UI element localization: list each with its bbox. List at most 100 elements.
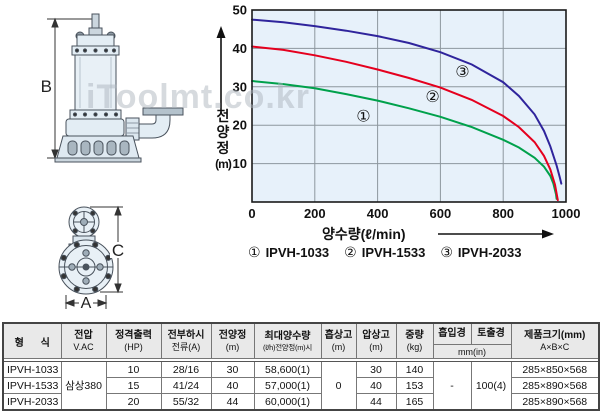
motor-housing <box>74 54 117 111</box>
legend-item: ② IPVH-1533 <box>344 244 425 261</box>
cell-hp: 10 <box>105 361 162 378</box>
chart-legend: ① IPVH-1033 ② IPVH-1533 ③ IPVH-2033 <box>248 244 521 261</box>
legend-label: IPVH-2033 <box>457 245 522 260</box>
pump-curve-chart: 0 200 400 600 800 1000 10 20 30 40 50 ① ②③ <box>216 3 581 239</box>
cell-current: 28/16 <box>160 361 212 378</box>
arrowhead-up-icon <box>114 205 122 216</box>
x-tick-label: 200 <box>304 206 326 221</box>
y-axis-label-char: 전 <box>216 108 230 124</box>
cell-max-flow: 57,000(1) <box>253 377 322 394</box>
legend-marker: ① <box>248 244 261 260</box>
dim-label-b: B <box>41 77 52 96</box>
curve-marker-2: ② <box>425 89 439 106</box>
y-tick-label: 20 <box>233 118 247 133</box>
header-model: 형 식 <box>2 322 62 359</box>
cell-discharge-dia: 100(4) <box>470 361 512 411</box>
legend-marker: ② <box>344 244 357 260</box>
cell-discharge-lift: 30 <box>355 361 397 378</box>
header-voltage: 전압 V.AC <box>60 322 107 359</box>
cell-max-flow: 58,600(1) <box>253 361 322 378</box>
cell-size: 285×890×568 <box>510 377 600 394</box>
header-suction-lift: 흡상고 (m) <box>320 322 357 359</box>
table-row: IPVH-2033 20 55/32 44 60,000(1) 44 165 2… <box>2 393 600 411</box>
legend-label: IPVH-1033 <box>265 245 330 260</box>
table-row: IPVH-1033 삼상380 10 28/16 30 58,600(1) 0 … <box>2 361 600 411</box>
x-tick-label: 600 <box>430 206 452 221</box>
y-axis-label: 전 양 정 (m) <box>211 108 235 172</box>
cell-model: IPVH-1033 <box>2 361 62 378</box>
header-product-size: 제품크기(mm) A×B×C <box>510 322 600 359</box>
cell-weight: 140 <box>395 361 434 378</box>
cell-head: 30 <box>210 361 255 378</box>
arrowhead-up-icon <box>51 17 59 28</box>
table-header-row: 형 식 전압 V.AC 정격출력 (HP) 전부하시 전류(A) 전양정 (m) 최대양… <box>2 322 600 359</box>
cell-size: 285×890×568 <box>510 393 600 411</box>
header-full-load-current: 전부하시 전류(A) <box>160 322 212 359</box>
x-tick-label: 800 <box>492 206 514 221</box>
cell-hp: 20 <box>105 393 162 411</box>
header-max-flow: 최대양수량 (ℓ/h)전양정(m)시 <box>253 322 322 359</box>
y-tick-label: 30 <box>233 79 247 94</box>
cell-weight: 165 <box>395 393 434 411</box>
header-weight: 중량 (kg) <box>395 322 434 359</box>
curve-marker-3: ③ <box>455 64 469 81</box>
x-tick-label: 1000 <box>552 206 581 221</box>
cell-max-flow: 60,000(1) <box>253 393 322 411</box>
pump-curve-1 <box>251 80 558 200</box>
pump-curve-3 <box>251 18 563 185</box>
cell-size: 285×850×568 <box>510 361 600 378</box>
cell-weight: 153 <box>395 377 434 394</box>
y-axis-arrow-icon <box>216 26 226 110</box>
header-suction-dia: 흡입경 <box>432 322 472 345</box>
arrowhead-down-icon <box>51 149 59 160</box>
cell-model: IPVH-2033 <box>2 393 62 411</box>
cell-voltage: 삼상380 <box>60 361 107 411</box>
arrowhead-down-icon <box>114 283 122 294</box>
cell-head: 44 <box>210 393 255 411</box>
volute-casing <box>65 118 125 137</box>
x-tick-label: 0 <box>248 206 255 221</box>
pump-curve-2 <box>251 45 559 202</box>
cell-hp: 15 <box>105 377 162 394</box>
cell-current: 41/24 <box>160 377 212 394</box>
y-tick-label: 10 <box>233 156 247 171</box>
performance-chart-panel: 0 200 400 600 800 1000 10 20 30 40 50 ① ② ③ 전 양 정 (m)… <box>210 0 600 265</box>
curve-marker-1: ① <box>356 108 370 125</box>
y-axis-label-char: 양 <box>216 124 230 140</box>
arrowhead-right-icon <box>97 299 108 307</box>
header-discharge-lift: 압상고 (m) <box>355 322 397 359</box>
discharge-elbow <box>138 114 171 139</box>
y-axis-label-char: 정 <box>216 140 230 156</box>
cell-suction-lift: 0 <box>320 361 357 411</box>
pump-side-view: B <box>41 13 184 163</box>
arrowhead-left-icon <box>64 299 75 307</box>
pump-drawings-svg: B <box>41 13 184 312</box>
cell-current: 55/32 <box>160 393 212 411</box>
legend-item: ① IPVH-1033 <box>248 244 329 261</box>
pump-drawings-panel: B <box>0 0 210 322</box>
y-tick-label: 50 <box>233 3 247 18</box>
spec-table: 형 식 전압 V.AC 정격출력 (HP) 전부하시 전류(A) 전양정 (m) 최대양… <box>2 322 600 411</box>
header-dia-unit: mm(in) <box>432 344 512 359</box>
cell-discharge-lift: 44 <box>355 393 397 411</box>
y-axis-unit: (m) <box>215 157 232 171</box>
legend-item: ③ IPVH-2033 <box>440 244 521 261</box>
dim-label-a: A <box>81 295 92 312</box>
header-rated-output: 정격출력 (HP) <box>105 322 162 359</box>
cell-head: 40 <box>210 377 255 394</box>
cell-suction-dia: - <box>432 361 472 411</box>
table-row: IPVH-1533 15 41/24 40 57,000(1) 40 153 2… <box>2 377 600 394</box>
pump-top-view: C A <box>58 205 126 312</box>
plot-area <box>252 10 566 202</box>
dimension-a <box>64 295 108 309</box>
header-total-head: 전양정 (m) <box>210 322 255 359</box>
cell-model: IPVH-1533 <box>2 377 62 394</box>
dim-label-c: C <box>112 241 124 260</box>
x-tick-label: 400 <box>367 206 389 221</box>
header-discharge-dia: 토출경 <box>470 322 512 345</box>
y-tick-label: 40 <box>233 41 247 56</box>
cell-discharge-lift: 40 <box>355 377 397 394</box>
plot-border <box>251 9 567 203</box>
x-axis-arrow-icon <box>438 229 554 239</box>
x-axis-label: 양수량(ℓ/min) <box>322 226 406 242</box>
